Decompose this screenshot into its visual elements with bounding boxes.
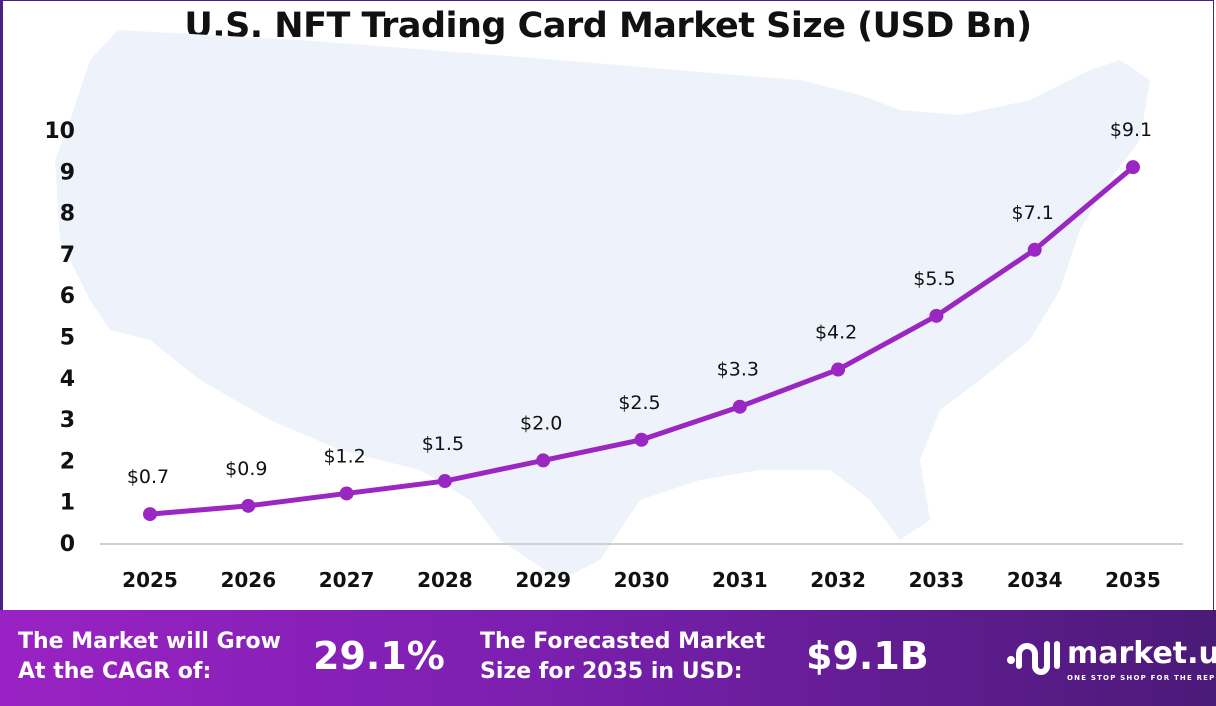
y-tick-label: 2 <box>60 449 75 474</box>
data-label: $0.9 <box>225 458 267 480</box>
data-label: $4.2 <box>815 322 857 344</box>
x-tick-label: 2029 <box>515 568 571 592</box>
data-label: $2.5 <box>618 392 660 414</box>
data-point <box>437 474 452 489</box>
chart-title: U.S. NFT Trading Card Market Size (USD B… <box>184 6 1032 46</box>
data-label: $3.3 <box>717 359 759 381</box>
summary-banner: The Market will Grow At the CAGR of: 29.… <box>0 610 1216 706</box>
logo-tagline: ONE STOP SHOP FOR THE REPORTS <box>1067 674 1216 682</box>
data-label: $5.5 <box>913 268 955 290</box>
data-point <box>732 399 747 414</box>
x-tick-label: 2033 <box>909 568 965 592</box>
forecast-label-line1: The Forecasted Market <box>480 629 766 654</box>
logo-icon <box>1007 641 1060 675</box>
cagr-label: The Market will Grow At the CAGR of: <box>18 627 281 687</box>
x-tick-label: 2027 <box>319 568 375 592</box>
data-label: $1.2 <box>323 445 365 467</box>
market-us-logo: market.us ONE STOP SHOP FOR THE REPORTS <box>1005 636 1216 684</box>
forecast-value: $9.1B <box>806 634 929 678</box>
y-tick-label: 8 <box>60 202 75 227</box>
forecast-label: The Forecasted Market Size for 2035 in U… <box>480 627 765 687</box>
y-tick-label: 4 <box>60 367 75 392</box>
data-point <box>143 507 157 522</box>
y-tick-label: 5 <box>60 326 75 351</box>
x-tick-label: 2028 <box>417 568 473 592</box>
us-map-silhouette <box>55 30 1150 580</box>
y-tick-label: 1 <box>60 491 75 516</box>
data-point <box>831 362 846 377</box>
data-label: $2.0 <box>520 412 562 434</box>
data-point <box>929 308 944 323</box>
data-point <box>1027 242 1042 257</box>
data-label: $1.5 <box>422 433 464 455</box>
cagr-label-line1: The Market will Grow <box>18 629 281 654</box>
y-tick-label: 9 <box>60 160 75 185</box>
data-point <box>634 432 649 447</box>
data-point <box>339 486 354 501</box>
data-point <box>1126 160 1140 175</box>
y-tick-label: 6 <box>60 284 75 309</box>
cagr-value: 29.1% <box>313 634 445 678</box>
forecast-label-line2: Size for 2035 in USD: <box>480 659 743 684</box>
y-tick-label: 3 <box>60 408 75 433</box>
cagr-label-line2: At the CAGR of: <box>18 659 212 684</box>
y-tick-label: 10 <box>44 119 75 144</box>
x-tick-label: 2025 <box>122 568 178 592</box>
x-tick-label: 2034 <box>1007 568 1063 592</box>
x-tick-label: 2032 <box>810 568 866 592</box>
x-tick-label: 2030 <box>614 568 670 592</box>
y-tick-label: 7 <box>60 243 75 268</box>
data-label: $7.1 <box>1012 202 1054 224</box>
x-tick-label: 2026 <box>220 568 276 592</box>
x-tick-label: 2035 <box>1105 568 1161 592</box>
y-tick-label: 0 <box>60 532 75 557</box>
line-chart: 0 1 2 3 4 5 6 7 8 9 10 2025 2026 2027 2028 2029 2030 203… <box>44 30 1183 592</box>
data-label: $0.7 <box>127 466 169 488</box>
x-tick-label: 2031 <box>712 568 768 592</box>
data-label: $9.1 <box>1110 119 1152 141</box>
logo-name: market.us <box>1067 636 1216 671</box>
data-point <box>536 453 551 468</box>
data-point <box>241 498 256 513</box>
